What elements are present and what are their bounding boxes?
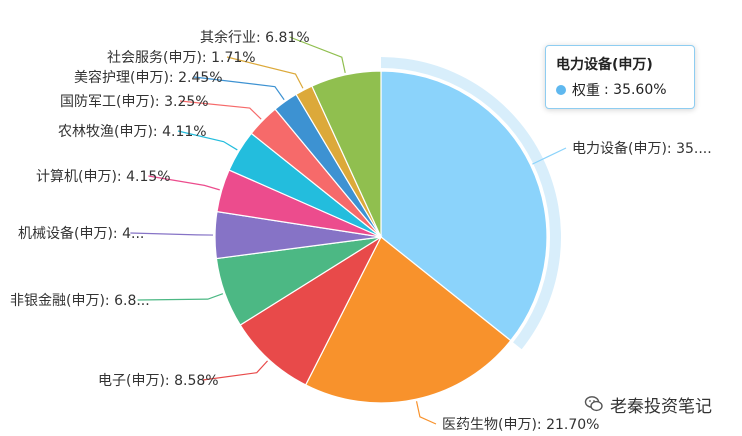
leader-line-电力设备	[532, 147, 567, 165]
slice-label-计算机: 计算机(申万): 4.15%	[36, 169, 171, 185]
pie-slice-电子[interactable]	[239, 235, 383, 386]
slice-label-医药生物: 医药生物(申万): 21.70%	[442, 417, 599, 433]
tooltip-title: 电力设备(申万)	[556, 57, 653, 73]
slice-label-农林牧渔: 农林牧渔(申万): 4.11%	[58, 124, 207, 140]
leader-line-国防军工	[179, 100, 262, 120]
watermark: 老秦投资笔记	[584, 390, 734, 418]
slice-label-电子: 电子(申万): 8.58%	[98, 373, 219, 389]
slice-label-机械设备: 机械设备(申万): 4...	[18, 225, 144, 242]
wechat-icon	[584, 396, 603, 412]
leader-line-非银金融	[137, 293, 224, 301]
tooltip: 电力设备(申万) 权重 : 35.60%	[545, 45, 695, 109]
leader-line-社会服务	[226, 56, 304, 89]
leader-line-机械设备	[130, 232, 214, 236]
leader-line-计算机	[148, 175, 220, 191]
watermark-text: 老秦投资笔记	[610, 396, 712, 417]
pie-slice-医药生物[interactable]	[304, 236, 512, 404]
pie-slice-电力设备[interactable]	[380, 70, 548, 342]
leader-line-美容护理	[193, 76, 285, 101]
tooltip-value: : 35.60%	[604, 82, 667, 98]
leader-line-电子	[202, 360, 268, 381]
slice-label-其余行业: 其余行业: 6.81%	[200, 29, 310, 46]
tooltip-series-dot	[556, 85, 566, 95]
slice-label-电力设备: 电力设备(申万): 35....	[572, 140, 712, 157]
tooltip-series-name: 权重	[572, 83, 600, 99]
slice-label-非银金融: 非银金融(申万): 6.8...	[10, 293, 150, 309]
leader-line-医药生物	[415, 401, 437, 425]
highlight-ring	[381, 57, 562, 350]
slice-label-社会服务: 社会服务(申万): 1.71%	[107, 50, 256, 66]
slice-label-美容护理: 美容护理(申万): 2.45%	[74, 69, 223, 86]
leader-line-农林牧渔	[177, 130, 238, 151]
slice-label-国防军工: 国防军工(申万): 3.25%	[60, 94, 209, 110]
tooltip-row: 权重 : 35.60%	[556, 80, 684, 100]
leader-line-其余行业	[289, 36, 346, 73]
pie-slice-其余行业[interactable]	[311, 70, 382, 238]
